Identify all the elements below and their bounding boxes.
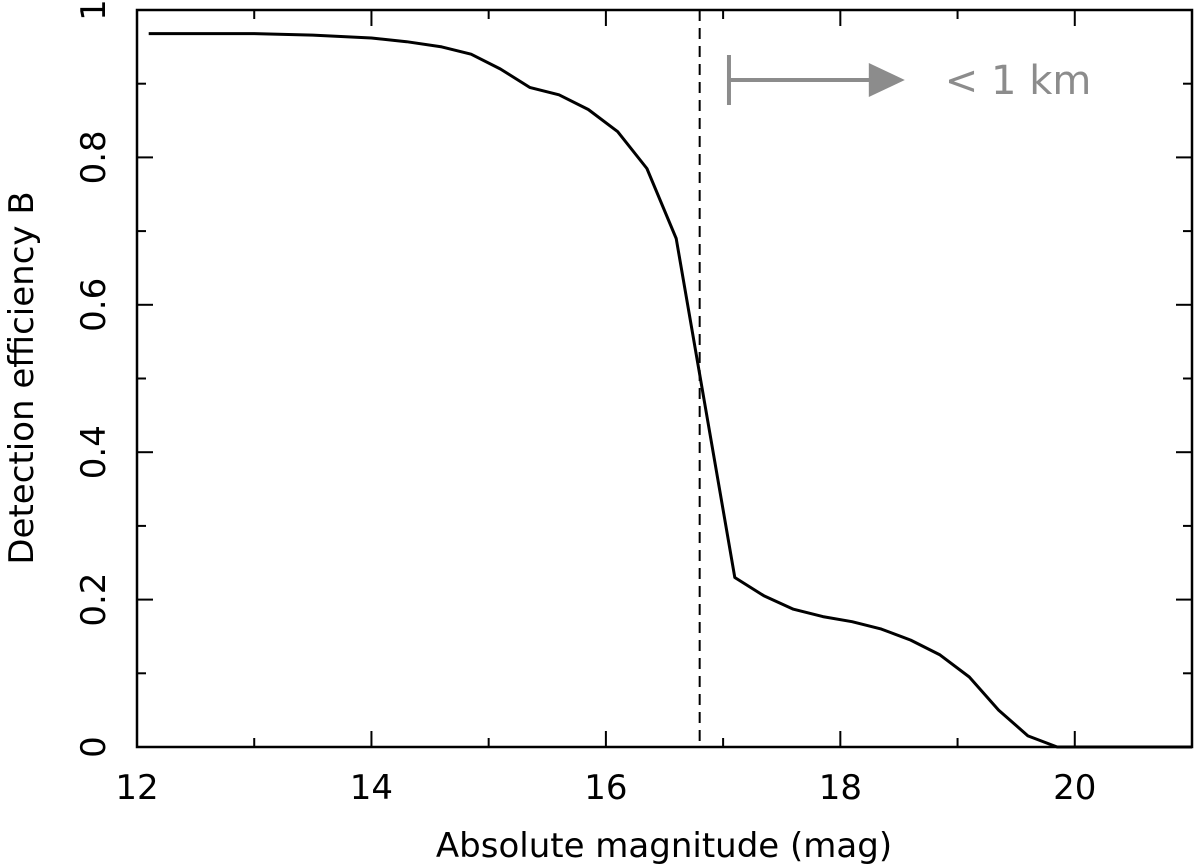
x-tick-label: 20 <box>1053 768 1096 808</box>
y-tick-label: 0 <box>74 736 114 758</box>
y-axis-label: Detection efficiency B <box>2 191 42 564</box>
y-tick-label: 0.6 <box>74 278 114 332</box>
x-tick-label: 12 <box>115 768 158 808</box>
y-tick-label: 0.4 <box>74 425 114 479</box>
y-tick-label: 1 <box>74 0 114 21</box>
axis-ticks <box>136 9 1193 748</box>
plot-area <box>148 10 1192 749</box>
x-tick-label: 14 <box>350 768 393 808</box>
y-tick-label: 0.8 <box>74 130 114 184</box>
arrow-right-icon <box>868 63 905 98</box>
efficiency-curve <box>148 32 1192 749</box>
axis-tick-labels: 12 14 16 18 20 0 0.2 0.4 0.6 0.8 1 <box>74 0 1096 808</box>
size-annotation: < 1 km <box>726 55 1092 106</box>
x-axis-label: Absolute magnitude (mag) <box>436 826 892 866</box>
annotation-label: < 1 km <box>945 58 1092 104</box>
plot-frame <box>135 8 1194 749</box>
x-tick-label: 16 <box>584 768 627 808</box>
x-tick-label: 18 <box>819 768 862 808</box>
y-tick-label: 0.2 <box>74 573 114 627</box>
